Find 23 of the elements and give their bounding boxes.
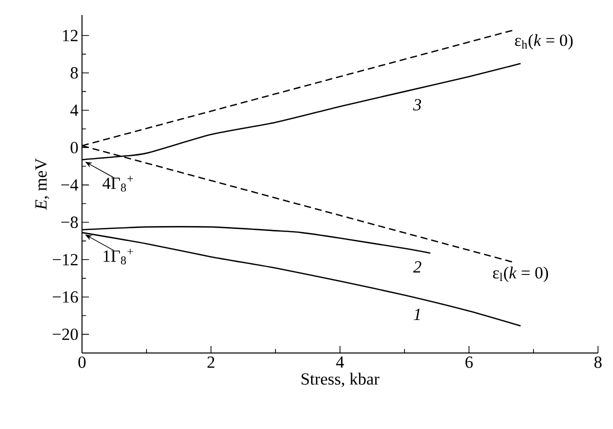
y-tick-label: −20 (52, 328, 78, 340)
x-tick-label: 2 (208, 356, 214, 368)
y-axis-title: E, meV (35, 158, 50, 210)
y-tick-label: 0 (70, 142, 78, 154)
annotation: 1Γ$_{8}$+ (104, 248, 133, 264)
annotation: 4Γ$_{8}$+ (102, 176, 133, 192)
x-tick-label: 4 (336, 356, 344, 368)
x-tick-label: 0 (78, 356, 86, 368)
series-label: 2 (413, 261, 422, 272)
x-axis-title: Stress, kbar (302, 372, 380, 388)
series-label: 1 (414, 308, 420, 320)
y-tick-label: −12 (52, 254, 78, 266)
x-tick-label: 6 (466, 356, 473, 368)
y-tick-label: −16 (52, 291, 78, 303)
y-tick-label: −4 (61, 179, 78, 191)
y-tick-label: 4 (70, 104, 78, 116)
y-tick-label: 12 (63, 30, 78, 42)
series-label: 3 (413, 99, 422, 110)
y-tick-label: −8 (61, 216, 78, 228)
y-tick-label: 8 (70, 67, 78, 79)
x-tick-label: 8 (594, 356, 602, 368)
series-label: ε$_{l}$(k = 0) (493, 266, 548, 282)
series-label: ε$_{h}$(k = 0) (515, 34, 573, 50)
